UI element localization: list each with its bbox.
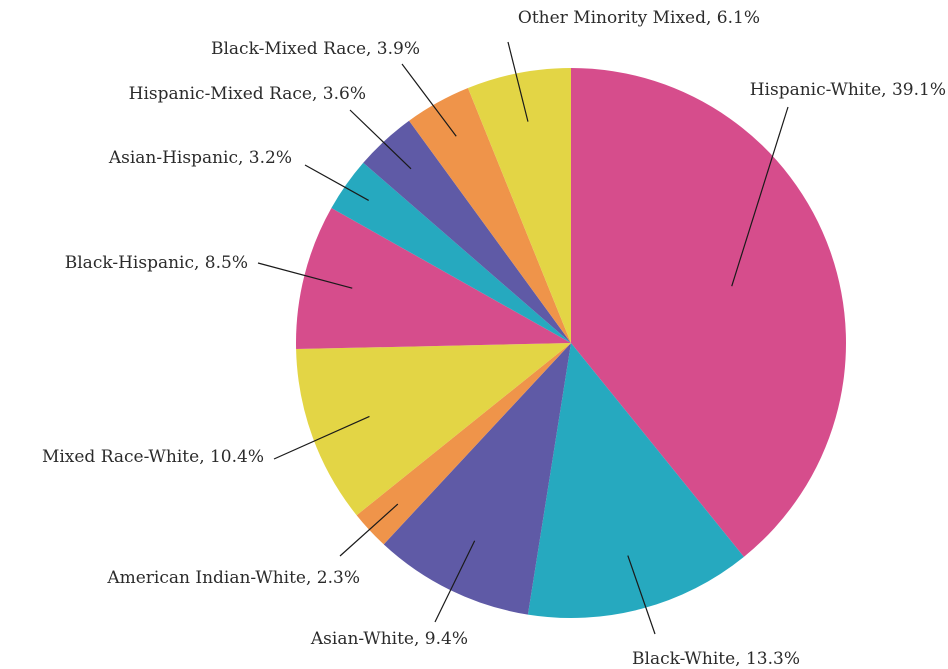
leader-line	[273, 415, 370, 460]
leader-line	[401, 63, 457, 137]
slice-label: American Indian-White, 2.3%	[106, 568, 360, 588]
slice-label: Other Minority Mixed, 6.1%	[518, 8, 760, 28]
pie-slice-asian-white	[383, 343, 571, 615]
slice-label: Mixed Race-White, 10.4%	[42, 447, 264, 467]
slice-labels: Hispanic-White, 39.1% Black-White, 13.3% A…	[42, 8, 946, 669]
slice-label: Asian-Hispanic, 3.2%	[108, 148, 292, 168]
leader-line	[627, 555, 656, 635]
slice-label: Black-Mixed Race, 3.9%	[211, 39, 420, 59]
slice-label: Black-Hispanic, 8.5%	[65, 253, 248, 273]
pie-slice-black-white	[527, 343, 744, 618]
pie-slice-black-hispanic	[296, 208, 571, 350]
leader-line	[731, 106, 789, 287]
leader-line	[507, 41, 529, 122]
slice-label: Hispanic-Mixed Race, 3.6%	[129, 84, 366, 104]
leader-line	[434, 540, 476, 623]
label-leader-lines	[257, 41, 789, 635]
slice-label: Black-White, 13.3%	[632, 649, 800, 669]
leader-line	[339, 503, 399, 557]
pie-slice-other-minority-mixed	[467, 68, 571, 343]
leader-line	[349, 109, 412, 170]
leader-line	[257, 262, 353, 289]
pie-slices	[296, 68, 847, 618]
pie-slice-american-indian-white	[356, 343, 571, 545]
pie-slice-black-mixed-race	[409, 88, 571, 343]
leader-line	[304, 164, 369, 201]
pie-slice-hispanic-white	[571, 68, 847, 557]
slice-label: Hispanic-White, 39.1%	[750, 80, 946, 100]
pie-slice-hispanic-mixed-race	[363, 120, 571, 343]
slice-label: Asian-White, 9.4%	[310, 629, 468, 649]
pie-slice-mixed-race-white	[296, 343, 571, 516]
pie-slice-asian-hispanic	[331, 162, 571, 343]
